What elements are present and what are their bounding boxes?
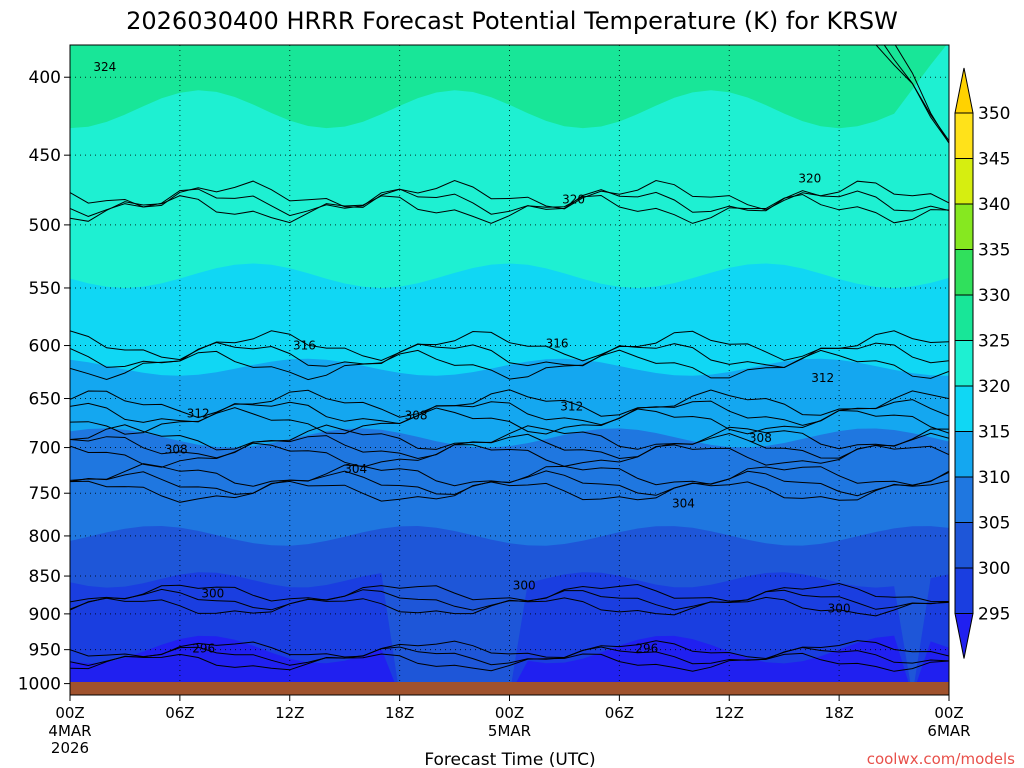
- contour-308-line: [70, 442, 949, 468]
- y-tick-label: 900: [29, 605, 61, 625]
- pressure-axis: 2503003504004505005506006507007508008509…: [18, 68, 70, 695]
- contour-label-316: 316: [546, 336, 569, 350]
- y-tick-label: 700: [29, 439, 61, 459]
- contour-320-line: [70, 179, 949, 211]
- colorbar-label: 350: [978, 104, 1010, 124]
- x-tick-label: 00Z: [55, 704, 84, 722]
- colorbar-segment: [954, 567, 974, 614]
- y-tick-label: 450: [29, 146, 61, 166]
- contour-label-312: 312: [811, 371, 834, 385]
- contour-label-300: 300: [828, 602, 851, 616]
- x-tick-date: 5MAR: [488, 722, 531, 740]
- contour-304-line: [70, 470, 949, 497]
- colorbar-top-arrow: [954, 67, 974, 114]
- colorbar-legend: 295 300 305 310 315 320 325 330 335 340 345 350: [954, 67, 1010, 659]
- contour-label-312: 312: [187, 407, 210, 421]
- x-tick-label: 12Z: [715, 704, 744, 722]
- y-tick-label: 950: [29, 641, 61, 661]
- colorbar-segment: [954, 431, 974, 478]
- colorbar-segment: [954, 112, 974, 159]
- colorbar-segment: [954, 294, 974, 341]
- y-tick-label: 400: [29, 68, 61, 88]
- y-tick-label: 650: [29, 390, 61, 410]
- y-tick-label: 850: [29, 567, 61, 587]
- watermark-text: coolwx.com/models: [867, 750, 1015, 768]
- contour-label-300: 300: [513, 578, 536, 592]
- gridlines: [70, 45, 949, 695]
- colorbar-segment: [954, 203, 974, 250]
- colorbar-label: 295: [978, 605, 1010, 625]
- colorbar-segment: [954, 158, 974, 205]
- contour-label-296: 296: [192, 641, 215, 655]
- contour-296-line: [70, 646, 949, 667]
- contour-320-line: [70, 188, 949, 217]
- contour-label-300: 300: [201, 587, 224, 601]
- y-tick-label: 500: [29, 216, 61, 236]
- colorbar-bottom-arrow: [954, 613, 974, 659]
- contour-label-316: 316: [293, 339, 316, 353]
- colorbar-segment: [954, 522, 974, 569]
- contour-label-320: 320: [562, 192, 585, 206]
- contour-label-304: 304: [344, 462, 367, 476]
- colorbar-label: 310: [978, 468, 1010, 488]
- contour-labels: 296 296 300 300 300 304 304 308 308 308 312 312 312 3…: [93, 60, 851, 655]
- colorbar-label: 305: [978, 514, 1010, 534]
- colorbar-segment: [954, 340, 974, 387]
- ground-bar: [70, 682, 949, 695]
- contour-label-312: 312: [560, 400, 583, 414]
- chart-title: 2026030400 HRRR Forecast Potential Tempe…: [126, 7, 898, 35]
- contour-label-324: 324: [93, 60, 116, 74]
- x-tick-label: 00Z: [934, 704, 963, 722]
- contour-label-296: 296: [635, 641, 658, 655]
- contour-308-line: [70, 424, 949, 451]
- x-tick-label: 06Z: [165, 704, 194, 722]
- y-tick-label: 1000: [18, 675, 61, 695]
- x-tick-date: 6MAR: [927, 722, 970, 740]
- x-tick-year: 2026: [51, 739, 89, 757]
- contour-308-line: [70, 432, 949, 460]
- contour-label-308: 308: [749, 431, 772, 445]
- x-axis-label: Forecast Time (UTC): [424, 750, 595, 768]
- colorbar-label: 340: [978, 195, 1010, 215]
- y-tick-label: 800: [29, 527, 61, 547]
- colorbar-label: 320: [978, 377, 1010, 397]
- contour-label-308: 308: [405, 409, 428, 423]
- y-tick-label: 600: [29, 337, 61, 357]
- contour-316-line: [70, 349, 949, 381]
- x-tick-label: 06Z: [605, 704, 634, 722]
- x-tick-label: 18Z: [824, 704, 853, 722]
- colorbar-label: 330: [978, 286, 1010, 306]
- y-tick-label: 550: [29, 279, 61, 299]
- colorbar-segment: [954, 476, 974, 523]
- contour-300-line: [70, 582, 949, 603]
- colorbar-label: 345: [978, 150, 1010, 170]
- x-tick-label: 18Z: [385, 704, 414, 722]
- colorbar-label: 335: [978, 241, 1010, 261]
- colorbar-segment: [954, 385, 974, 432]
- contour-label-308: 308: [165, 442, 188, 456]
- contour-label-304: 304: [672, 497, 695, 511]
- contour-label-320: 320: [798, 171, 821, 185]
- y-tick-label: 750: [29, 484, 61, 504]
- contour-312-line: [70, 389, 949, 419]
- colorbar-segment: [954, 249, 974, 296]
- colorbar-label: 315: [978, 423, 1010, 443]
- colorbar-label: 300: [978, 559, 1010, 579]
- x-tick-label: 12Z: [275, 704, 304, 722]
- x-tick-label: 00Z: [495, 704, 524, 722]
- x-tick-date: 4MAR: [48, 722, 91, 740]
- contour-332-line: [70, 0, 949, 4]
- colorbar-label: 325: [978, 332, 1010, 352]
- contour-312-line: [70, 407, 949, 435]
